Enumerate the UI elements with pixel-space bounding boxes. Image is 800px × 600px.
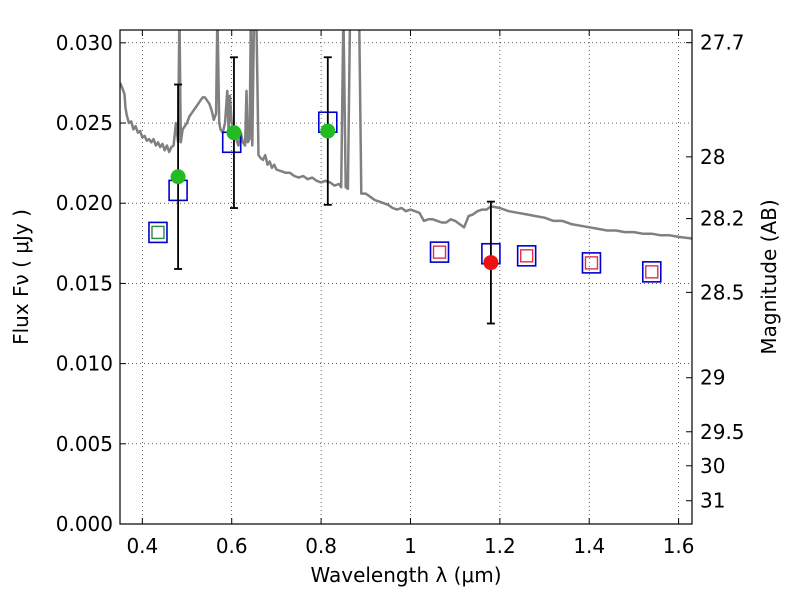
synthetic-box-inner-red — [645, 265, 659, 279]
synthetic-box-inner-red — [519, 249, 534, 263]
synthetic-box-inner-green — [151, 225, 165, 240]
y-tick-label: 0.030 — [56, 31, 113, 55]
synthetic-box — [516, 245, 537, 267]
synthetic-box-inner-red — [432, 245, 447, 259]
x-axis-ticks: 0.4 0.6 0.8 1 1.2 1.4 1.6 — [126, 30, 695, 558]
y-tick-label: 0.015 — [56, 271, 113, 295]
plot-frame — [119, 29, 693, 525]
y-tick-label: 0.025 — [56, 111, 113, 135]
x-tick-label: 0.6 — [216, 534, 248, 558]
x-tick-label: 1.6 — [663, 534, 695, 558]
y-axis-label: Flux Fν ( μJy ) — [9, 209, 33, 345]
right-tick-label: 29 — [700, 366, 725, 390]
y-tick-label: 0.010 — [56, 352, 113, 376]
right-tick-label: 28.2 — [700, 207, 745, 231]
y-tick-label: 0.000 — [56, 512, 113, 536]
observed-point-green — [226, 125, 242, 141]
y-tick-label: 0.020 — [56, 191, 113, 215]
grid — [120, 30, 692, 524]
y-tick-label: 0.005 — [56, 432, 113, 456]
synthetic-box-inner-red — [584, 256, 599, 270]
x-tick-label: 0.8 — [305, 534, 337, 558]
right-axis-label: Magnitude (AB) — [757, 199, 781, 354]
right-tick-label: 27.7 — [700, 31, 745, 55]
right-tick-label: 29.5 — [700, 420, 745, 444]
observed-points — [170, 123, 499, 271]
x-tick-label: 1.4 — [573, 534, 605, 558]
synthetic-box — [429, 241, 450, 263]
synthetic-box — [148, 221, 168, 244]
model-spectrum-line — [120, 30, 692, 240]
x-tick-label: 1 — [404, 534, 417, 558]
right-tick-label: 28.5 — [700, 280, 745, 304]
synthetic-box — [581, 252, 602, 274]
x-tick-label: 1.2 — [484, 534, 516, 558]
x-axis-label: Wavelength λ (μm) — [310, 563, 501, 587]
y-axis-ticks: 0.000 0.005 0.010 0.015 0.020 0.025 0.030 — [56, 31, 126, 536]
observed-point-red — [483, 255, 499, 271]
right-tick-label: 31 — [700, 489, 725, 513]
x-tick-label: 0.4 — [126, 534, 158, 558]
right-axis-ticks: 27.7 28 28.2 28.5 29 29.5 30 31 — [686, 31, 745, 513]
synthetic-box — [641, 261, 662, 283]
model-spectrum — [120, 30, 692, 240]
observed-point-green — [170, 169, 186, 185]
right-tick-label: 30 — [700, 454, 725, 478]
observed-point-green — [320, 123, 336, 139]
right-tick-label: 28 — [700, 145, 725, 169]
